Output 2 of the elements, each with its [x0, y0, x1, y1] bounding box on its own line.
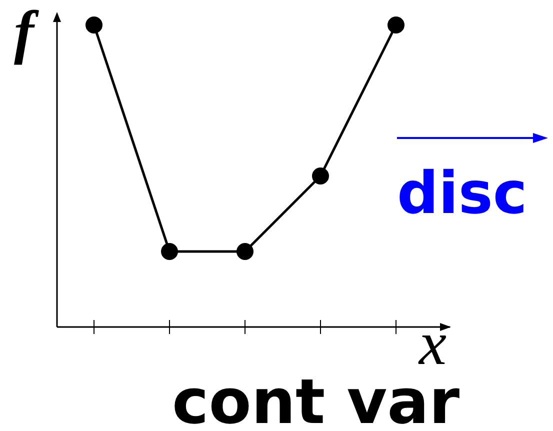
y-axis-title: f	[14, 0, 39, 65]
annotation: disc	[397, 159, 528, 227]
